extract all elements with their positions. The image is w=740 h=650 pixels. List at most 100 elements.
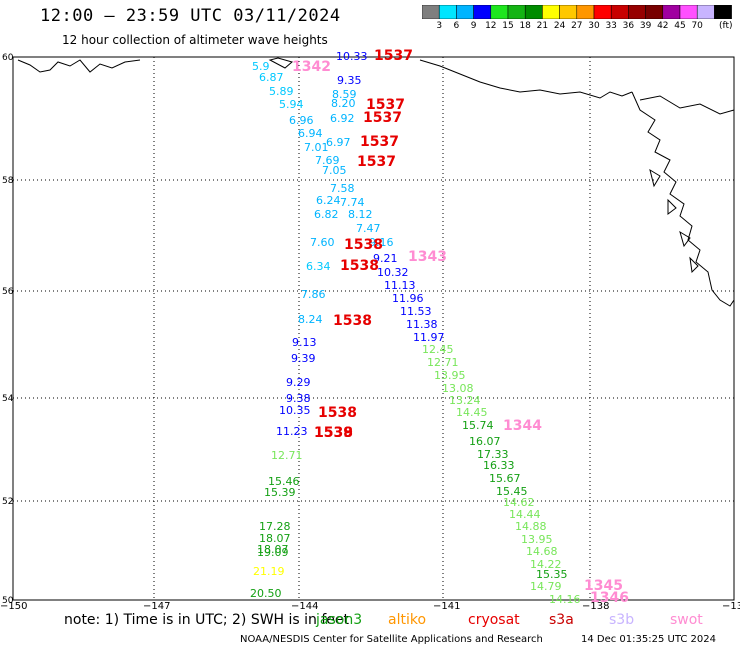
swh-value: 18.07 xyxy=(259,532,291,545)
swh-value: 13.08 xyxy=(442,382,474,395)
latitude-label: 50 xyxy=(2,596,14,606)
longitude-labels: −150 −147 −144 −141 −138 −13 xyxy=(0,601,740,612)
swh-value: 7.60 xyxy=(310,236,335,249)
latitude-label: 52 xyxy=(2,497,13,507)
swh-value: 9.35 xyxy=(337,74,362,87)
swh-value: 14.44 xyxy=(509,508,541,521)
legend-item-altiko: altiko xyxy=(388,612,427,628)
pass-number: 1538 xyxy=(333,313,372,329)
swh-value: 7.58 xyxy=(330,182,355,195)
map-subtitle: 12 hour collection of altimeter wave hei… xyxy=(62,33,328,47)
colorbar-unit: (ft) xyxy=(719,21,733,31)
colorbar-tick-label: 3 xyxy=(436,21,443,31)
pass-number: 1343 xyxy=(408,249,447,265)
swh-value: 9.13 xyxy=(292,336,317,349)
swh-value: 12.71 xyxy=(271,449,303,462)
pass-number: 1342 xyxy=(292,59,331,75)
colorbar-tick-label: 21 xyxy=(536,21,549,31)
legend-item-jason3: jason3 xyxy=(316,612,363,628)
map-gridlines xyxy=(13,57,734,600)
colorbar-tick-label: 12 xyxy=(485,21,497,31)
legend-item-cryosat: cryosat xyxy=(468,612,520,628)
swh-value: 7.86 xyxy=(301,288,326,301)
pass-number: 1538 xyxy=(344,237,383,253)
colorbar-tick-label: 9 xyxy=(470,21,477,31)
colorbar-tick-label: 15 xyxy=(502,21,514,31)
pass-number-labels: 1537134215371537153715371538153813431538… xyxy=(292,48,629,606)
swh-value: 6.92 xyxy=(330,112,355,125)
swh-value: 17.33 xyxy=(477,448,509,461)
pass-number: 1537 xyxy=(357,154,396,170)
swh-value: 9.16 xyxy=(369,236,394,249)
legend-item-s3a: s3a xyxy=(549,612,574,628)
swh-value: 14.45 xyxy=(456,406,488,419)
colorbar-tick-label: 27 xyxy=(571,21,583,31)
colorbar-tick-label: 39 xyxy=(639,21,652,31)
legend-item-swot: swot xyxy=(670,612,703,628)
footnote: note: 1) Time is in UTC; 2) SWH is in fe… xyxy=(64,612,350,628)
generation-timestamp: 14 Dec 01:35:25 UTC 2024 xyxy=(581,634,716,645)
map-border xyxy=(12,56,735,601)
swh-value: 11.38 xyxy=(406,318,438,331)
swh-value: 11.96 xyxy=(392,292,424,305)
longitude-label: −13 xyxy=(722,601,740,612)
swh-value: 6.24 xyxy=(316,194,341,207)
colorbar-tick-label: 30 xyxy=(588,21,600,31)
swh-value: 10.32 xyxy=(377,266,409,279)
pass-number: 1538 xyxy=(318,405,357,421)
swh-value: 20.50 xyxy=(250,587,282,600)
swh-value: 9.38 xyxy=(286,392,311,405)
map-title: 12:00 – 23:59 UTC 03/11/2024 xyxy=(40,6,341,26)
pass-number: 1539 xyxy=(314,425,353,441)
swh-value: 15.45 xyxy=(496,485,528,498)
swh-value: 19.09 xyxy=(257,546,289,559)
colorbar-tick-label: 36 xyxy=(622,21,635,31)
colorbar-tick-label: 6 xyxy=(453,21,460,31)
swh-value: 16.07 xyxy=(469,435,501,448)
pass-number: 1537 xyxy=(374,48,413,64)
swh-value: 13.95 xyxy=(521,533,553,546)
swh-value: 6.82 xyxy=(314,208,339,221)
longitude-label: −144 xyxy=(291,601,318,612)
gulf-coast-north xyxy=(419,59,633,99)
swh-value: 7.05 xyxy=(322,164,347,177)
pass-number: 1538 xyxy=(314,425,353,441)
swh-value: 13.24 xyxy=(449,394,481,407)
swh-value: 6.94 xyxy=(298,127,323,140)
kodiak-coast xyxy=(268,57,294,69)
swh-value: 18.07 xyxy=(257,543,289,556)
wave-height-values: 10.33 5.96.87 9.35 5.89 8.59 5.94 8.20 6.96 6.92… xyxy=(250,50,581,606)
swh-value: 14.88 xyxy=(515,520,547,533)
swh-value: 8.12 xyxy=(348,208,373,221)
pass-number: 1538 xyxy=(340,258,379,274)
swh-value: 16.33 xyxy=(483,459,515,472)
swh-value: 21.19 xyxy=(253,565,285,578)
wave-height-colorbar xyxy=(422,5,732,19)
colorbar-tick-label: 33 xyxy=(605,21,617,31)
swh-value: 14.22 xyxy=(530,558,562,571)
swh-value: 11.97 xyxy=(413,331,445,344)
swh-value: 15.74 xyxy=(462,419,494,432)
pass-number: 1537 xyxy=(363,110,402,126)
pass-number: 1537 xyxy=(360,134,399,150)
swh-value: 14.62 xyxy=(503,496,535,509)
swh-value: 5.94 xyxy=(279,98,304,111)
colorbar-swatch xyxy=(714,5,732,19)
legend-item-s3b: s3b xyxy=(609,612,635,628)
swh-value: 14.68 xyxy=(526,545,558,558)
longitude-label: −138 xyxy=(582,601,609,612)
longitude-label: −147 xyxy=(143,601,170,612)
swh-value: 15.67 xyxy=(489,472,521,485)
colorbar-tick-label: 18 xyxy=(519,21,531,31)
swh-value: 8.20 xyxy=(331,97,356,110)
swh-value: 6.87 xyxy=(259,71,284,84)
longitude-label: −141 xyxy=(433,601,460,612)
swh-value: 15.35 xyxy=(536,568,568,581)
east-inland-coast xyxy=(639,95,735,115)
swh-value: 8.59 xyxy=(332,88,357,101)
longitude-label: −150 xyxy=(0,601,27,612)
swh-value: 9.29 xyxy=(286,376,311,389)
swh-value: 7.01 xyxy=(304,141,329,154)
swh-value: 14.79 xyxy=(530,580,562,593)
colorbar-labels: 3 6 9 12 15 18 21 24 27 30 33 36 39 42 45 70 xyxy=(422,21,732,35)
